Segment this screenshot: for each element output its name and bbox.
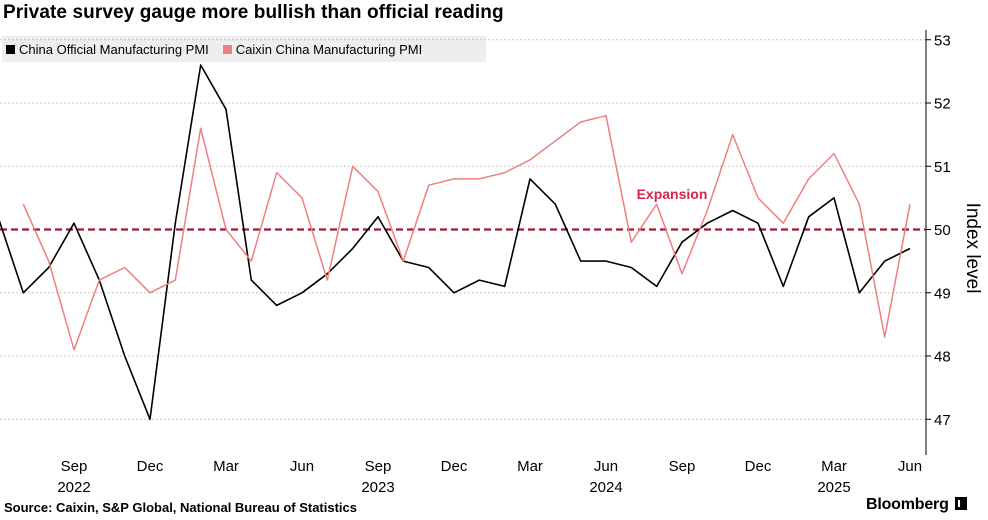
x-tick-label-month: Sep xyxy=(365,458,392,475)
y-tick-label-52: 52 xyxy=(934,96,951,113)
y-axis-title: Index level xyxy=(962,203,983,294)
y-tick-label-48: 48 xyxy=(934,349,951,366)
x-tick-label-month: Dec xyxy=(137,458,164,475)
series-line-caixin xyxy=(22,114,911,351)
bloomberg-icon xyxy=(954,497,967,510)
x-tick-label-month: Mar xyxy=(213,458,239,475)
source-note: Source: Caixin, S&P Global, National Bur… xyxy=(4,500,358,515)
x-tick-label-year: 2022 xyxy=(57,479,90,496)
x-tick-label-month: Sep xyxy=(61,458,88,475)
x-tick-label-month: Jun xyxy=(290,458,314,475)
brand-name: Bloomberg xyxy=(866,496,949,513)
x-tick-label-year: 2024 xyxy=(589,479,622,496)
legend-item-caixin: Caixin China Manufacturing PMI xyxy=(222,41,423,57)
y-tick-label-47: 47 xyxy=(934,412,951,429)
x-tick-label-month: Sep xyxy=(669,458,696,475)
bloomberg-logo: Bloomberg xyxy=(866,496,967,514)
x-tick-label-year: 2023 xyxy=(361,479,394,496)
y-tick-label-53: 53 xyxy=(934,32,951,49)
expansion-label: Expansion xyxy=(637,186,708,202)
x-tick-label-month: Dec xyxy=(441,458,468,475)
chart-title: Private survey gauge more bullish than o… xyxy=(3,2,504,23)
legend: China Official Manufacturing PMI Caixin … xyxy=(2,36,486,62)
legend-swatch-official xyxy=(6,44,15,54)
y-tick-label-50: 50 xyxy=(934,222,951,239)
series-line-official xyxy=(0,64,911,421)
y-tick-label-49: 49 xyxy=(934,285,951,302)
x-tick-label-year: 2025 xyxy=(817,479,850,496)
x-tick-label-month: Mar xyxy=(517,458,543,475)
x-tick-label-month: Jun xyxy=(594,458,618,475)
legend-label-caixin: Caixin China Manufacturing PMI xyxy=(235,41,423,57)
y-tick-label-51: 51 xyxy=(934,159,951,176)
legend-label-official: China Official Manufacturing PMI xyxy=(19,41,209,57)
x-tick-label-month: Dec xyxy=(745,458,772,475)
x-tick-label-month: Jun xyxy=(898,458,922,475)
legend-swatch-caixin xyxy=(222,44,232,54)
legend-item-official: China Official Manufacturing PMI xyxy=(6,42,209,57)
x-tick-label-month: Mar xyxy=(821,458,847,475)
